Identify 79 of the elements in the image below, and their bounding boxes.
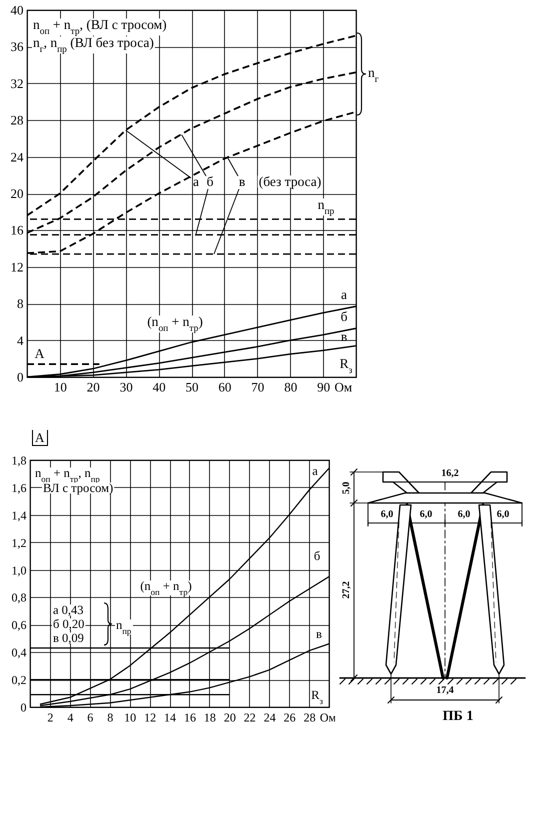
x-tick-label: 50 <box>186 380 198 394</box>
text: 16,2 <box>441 468 459 479</box>
y-tick-label: 1,0 <box>12 563 26 578</box>
text: ПБ 1 <box>442 709 474 724</box>
x-tick-label: 12 <box>144 710 156 724</box>
text: 27,2 <box>341 581 352 599</box>
x-tick-label: 8 <box>107 710 114 724</box>
annotation: в <box>316 627 322 641</box>
y-tick-label: 32 <box>10 76 24 91</box>
y-tick-label: 1,6 <box>12 480 26 495</box>
x-axis-title: Ом <box>320 710 337 724</box>
annotation: б <box>314 549 320 563</box>
y-tick-label: 8 <box>17 296 24 312</box>
annotation: n$_{пр}$ <box>116 618 132 636</box>
annotation: б <box>206 174 214 189</box>
x-tick-label: 18 <box>204 710 216 724</box>
x-tick-label: 28 <box>304 710 316 724</box>
annotation: ВЛ с тросом) <box>43 481 114 495</box>
x-tick-label: 16 <box>184 710 196 724</box>
x-tick-label: 70 <box>251 380 264 394</box>
annotation: в <box>238 174 246 189</box>
y-tick-label: 1,4 <box>12 508 26 522</box>
x-tick-label: 26 <box>284 710 296 724</box>
annotation: n$_{г}$, n$_{пр}$ (ВЛ без троса) <box>33 35 154 55</box>
x-tick-label: 90 <box>317 380 330 394</box>
annotation: в 0,09 <box>53 631 84 645</box>
y-tick-label: 4 <box>17 332 24 348</box>
annotation: (n$_{оп}$ + n$_{тр}$) <box>140 579 192 597</box>
text: 17,4 <box>436 685 454 696</box>
y-tick-label: 0 <box>20 700 26 714</box>
text: 6,0 <box>458 509 470 520</box>
x-tick-label: 24 <box>264 710 276 724</box>
annotation: а <box>312 464 318 478</box>
text: 6,0 <box>420 509 432 520</box>
annotation: а <box>341 287 347 302</box>
text: 5,0 <box>341 482 352 494</box>
x-axis-title: Ом <box>334 380 352 394</box>
annotation: n$_{пр}$ <box>318 197 335 217</box>
y-tick-label: 28 <box>10 112 24 128</box>
x-tick-label: 20 <box>224 710 236 724</box>
y-tick-label: 16 <box>10 222 24 238</box>
x-tick-label: 10 <box>124 710 136 724</box>
annotation: б 0,20 <box>53 617 84 631</box>
annotation: б <box>340 309 348 324</box>
annotation: R$_{з}$ <box>311 688 324 706</box>
y-tick-label: 1,2 <box>12 536 26 550</box>
x-tick-label: 22 <box>244 710 256 724</box>
text: 6,0 <box>380 509 394 520</box>
chart-title: A <box>35 430 45 445</box>
x-tick-label: 6 <box>87 710 94 724</box>
text: 6,0 <box>496 509 510 520</box>
annotation: A <box>34 346 45 361</box>
y-tick-label: 12 <box>10 259 24 274</box>
y-tick-label: 36 <box>10 39 24 54</box>
y-tick-label: 24 <box>10 149 24 164</box>
y-tick-label: 20 <box>10 186 24 201</box>
annotation: (n$_{оп}$ + n$_{тр}$) <box>147 314 203 334</box>
x-tick-label: 80 <box>284 380 298 394</box>
x-tick-label: 10 <box>54 380 67 394</box>
y-tick-label: 1,8 <box>12 454 26 468</box>
x-tick-label: 2 <box>47 710 54 724</box>
x-tick-label: 14 <box>164 710 176 724</box>
x-tick-label: 30 <box>120 380 133 394</box>
x-tick-label: 20 <box>86 380 100 394</box>
annotation: n$_{оп}$ + n$_{тр}$, (ВЛ с тросом) <box>33 17 167 37</box>
x-tick-label: 40 <box>152 380 166 394</box>
annotation: (без троса) <box>258 174 322 189</box>
x-tick-label: 60 <box>218 380 232 394</box>
annotation: R$_{з}$ <box>340 356 353 376</box>
y-tick-label: 0,8 <box>12 590 26 605</box>
y-tick-label: 0,2 <box>12 673 26 688</box>
annotation: а 0,43 <box>53 603 84 617</box>
y-tick-label: 40 <box>10 2 24 18</box>
y-tick-label: 0,6 <box>12 618 26 632</box>
x-tick-label: 4 <box>67 710 74 724</box>
text: n$_{г}$ <box>368 65 379 85</box>
y-tick-label: 0 <box>17 370 24 384</box>
annotation: а <box>193 174 199 189</box>
y-tick-label: 0,4 <box>12 646 26 660</box>
